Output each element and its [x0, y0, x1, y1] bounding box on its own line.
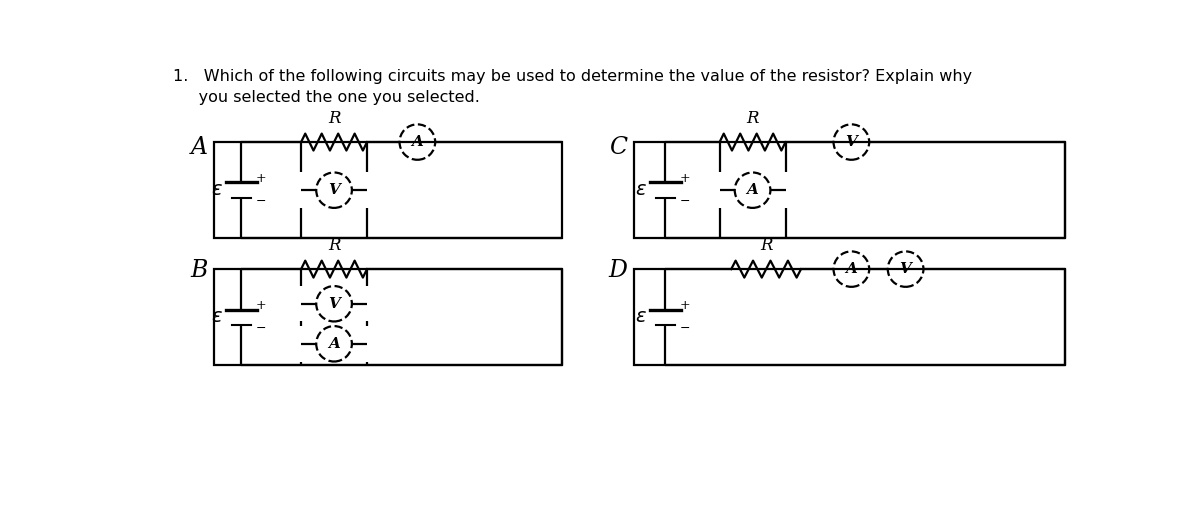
Bar [635, 269, 1064, 366]
Text: V: V [328, 183, 340, 197]
Text: +: + [679, 299, 690, 312]
Text: −: − [256, 322, 266, 335]
Text: $\varepsilon$: $\varepsilon$ [211, 308, 222, 326]
Text: +: + [256, 172, 266, 185]
Bar [214, 269, 563, 366]
Text: A: A [746, 183, 758, 197]
Bar [635, 142, 1064, 238]
Text: V: V [328, 297, 340, 311]
Text: $\varepsilon$: $\varepsilon$ [635, 308, 647, 326]
Text: V: V [900, 262, 912, 276]
Text: D: D [608, 259, 628, 282]
Text: R: R [328, 110, 341, 128]
Text: A: A [191, 135, 208, 158]
Text: V: V [846, 135, 857, 149]
Text: −: − [679, 195, 690, 208]
Text: −: − [679, 322, 690, 335]
Text: B: B [191, 259, 208, 282]
Text: +: + [679, 172, 690, 185]
Text: R: R [746, 110, 758, 128]
Text: $\varepsilon$: $\varepsilon$ [211, 181, 222, 199]
Text: R: R [328, 237, 341, 255]
Text: A: A [412, 135, 424, 149]
Text: 1.   Which of the following circuits may be used to determine the value of the r: 1. Which of the following circuits may b… [173, 69, 972, 84]
Text: R: R [760, 237, 773, 255]
Text: −: − [256, 195, 266, 208]
Text: A: A [328, 337, 340, 351]
Text: you selected the one you selected.: you selected the one you selected. [173, 90, 480, 105]
Text: $\varepsilon$: $\varepsilon$ [635, 181, 647, 199]
Text: +: + [256, 299, 266, 312]
Text: C: C [608, 135, 626, 158]
Bar [214, 142, 563, 238]
Text: A: A [846, 262, 857, 276]
